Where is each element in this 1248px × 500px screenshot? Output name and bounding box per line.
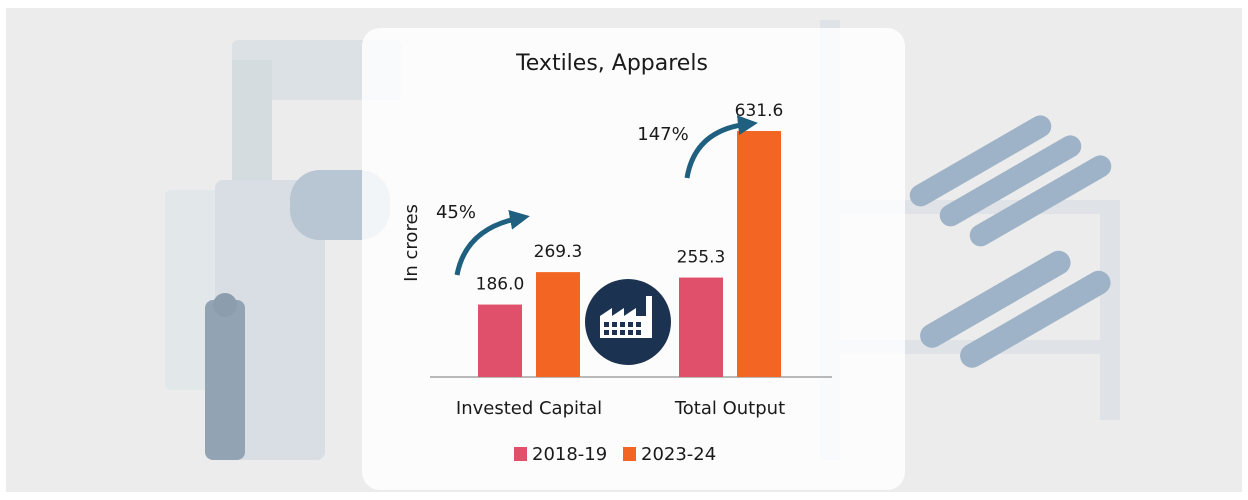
y-axis-label: In crores — [401, 204, 422, 282]
factory-icon — [585, 279, 671, 365]
value-label: 631.6 — [735, 101, 784, 121]
growth-arrow — [684, 115, 758, 179]
value-label: 186.0 — [476, 275, 525, 295]
bar — [478, 304, 522, 377]
value-label: 269.3 — [534, 242, 583, 262]
legend-label: 2018-19 — [532, 444, 607, 465]
annotation: 147% — [637, 124, 688, 145]
x-tick-label: Total Output — [674, 398, 785, 419]
growth-arrow — [454, 209, 530, 276]
chart-panel — [362, 28, 905, 490]
bar — [737, 131, 781, 377]
legend-swatch — [623, 447, 636, 461]
legend-label: 2023-24 — [641, 444, 716, 465]
bar — [679, 277, 723, 377]
bar — [536, 272, 580, 377]
annotation: 45% — [436, 202, 476, 223]
x-tick-label: Invested Capital — [456, 398, 602, 419]
chart-title: Textiles, Apparels — [515, 51, 708, 76]
value-label: 255.3 — [677, 248, 726, 268]
legend-swatch — [514, 447, 527, 461]
